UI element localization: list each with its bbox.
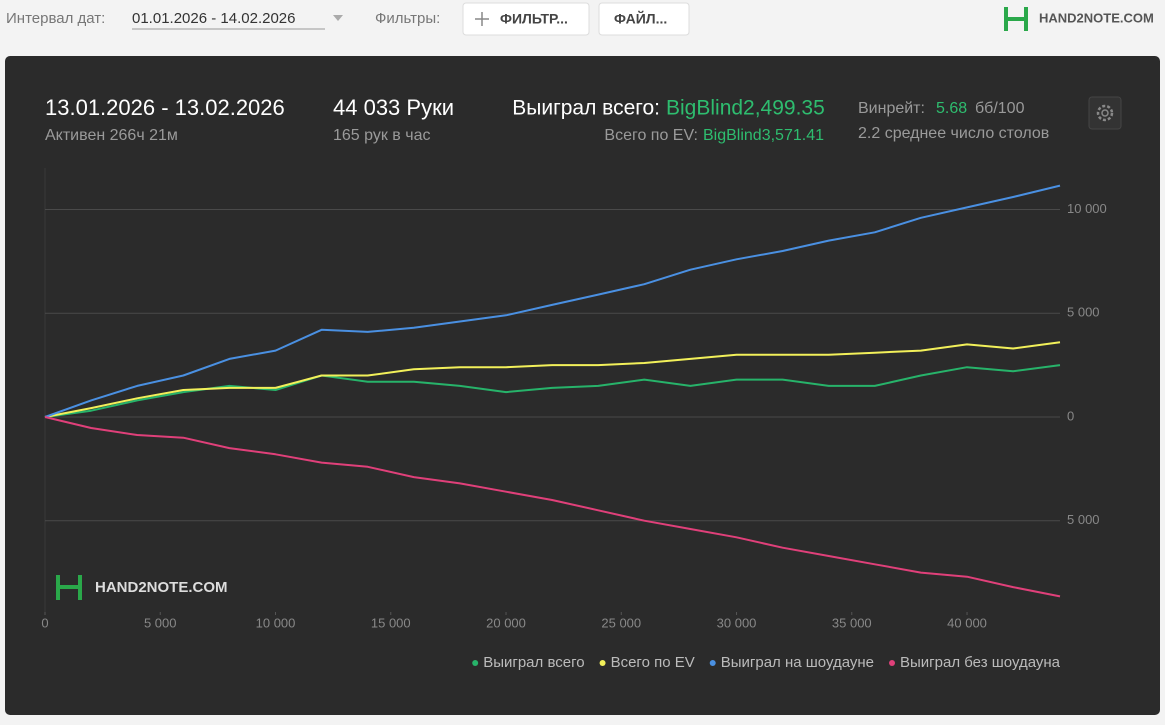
- winrate-value: 5.68: [936, 100, 967, 117]
- file-button-text: ФАЙЛ...: [614, 10, 667, 27]
- series-line: [44, 184, 1061, 418]
- legend-label: Всего по EV: [611, 654, 695, 671]
- watermark: HAND2NOTE.COM: [95, 579, 228, 596]
- date-range[interactable]: 01.01.2026 - 14.02.2026: [132, 10, 295, 27]
- y-tick-label: 0: [1067, 408, 1074, 423]
- gear-icon: [1096, 104, 1114, 122]
- winrate-unit: бб/100: [975, 100, 1025, 117]
- logo-icon: [1004, 7, 1028, 31]
- date-label: Интервал дат:: [6, 10, 105, 27]
- panel: [5, 56, 1160, 715]
- logo-text: HAND2NOTE.COM: [1039, 10, 1154, 25]
- legend-label: Выиграл на шоудауне: [721, 654, 874, 671]
- x-tick-label: 15 000: [371, 615, 411, 630]
- x-tick-label: 0: [41, 615, 48, 630]
- tables: 2.2 среднее число столов: [858, 125, 1049, 142]
- hands-per-hour: 165 рук в час: [333, 127, 430, 144]
- x-tick-label: 35 000: [832, 615, 872, 630]
- period: 13.01.2026 - 13.02.2026: [45, 95, 285, 120]
- won-value: BigBlind2,499.35: [666, 97, 825, 120]
- y-tick-label: 10 000: [1067, 201, 1107, 216]
- x-tick-label: 40 000: [947, 615, 987, 630]
- legend-dot: [709, 660, 716, 666]
- settings-button[interactable]: [1088, 96, 1122, 130]
- series-line: [44, 341, 1061, 418]
- ev-value: BigBlind3,571.41: [703, 127, 824, 144]
- legend-label: Выиграл без шоудауна: [900, 654, 1061, 671]
- x-tick-label: 25 000: [601, 615, 641, 630]
- series-line: [44, 416, 1061, 598]
- x-tick-label: 30 000: [717, 615, 757, 630]
- legend-dot: [599, 660, 606, 666]
- watermark-icon: [56, 575, 82, 600]
- hands: 44 033 Руки: [333, 95, 454, 120]
- gear-center: [1101, 109, 1109, 117]
- y-tick-label: 5 000: [1067, 512, 1100, 527]
- x-tick-label: 5 000: [144, 615, 177, 630]
- plot: 5 000 0 5 000 10 000 0 5 000 10 000 15 000 20 00…: [41, 184, 1107, 671]
- legend-dot: [472, 660, 479, 666]
- filter-button-text: ФИЛЬТР...: [500, 11, 568, 27]
- y-tick-label: 5 000: [1067, 305, 1100, 320]
- filters-label: Фильтры:: [375, 10, 440, 27]
- x-tick-label: 20 000: [486, 615, 526, 630]
- plus-icon: [475, 12, 489, 26]
- file-button[interactable]: [598, 2, 690, 36]
- legend-dot: [889, 660, 896, 666]
- winrate-label: Винрейт:: [858, 100, 925, 117]
- legend-label: Выиграл всего: [483, 654, 584, 671]
- filter-button[interactable]: [462, 2, 590, 36]
- ev-label: Всего по EV:: [604, 127, 698, 144]
- dropdown-arrow[interactable]: [333, 15, 343, 21]
- x-tick-label: 10 000: [256, 615, 296, 630]
- active-time: Активен 266ч 21м: [45, 127, 178, 144]
- won-label: Выиграл всего:: [512, 97, 660, 120]
